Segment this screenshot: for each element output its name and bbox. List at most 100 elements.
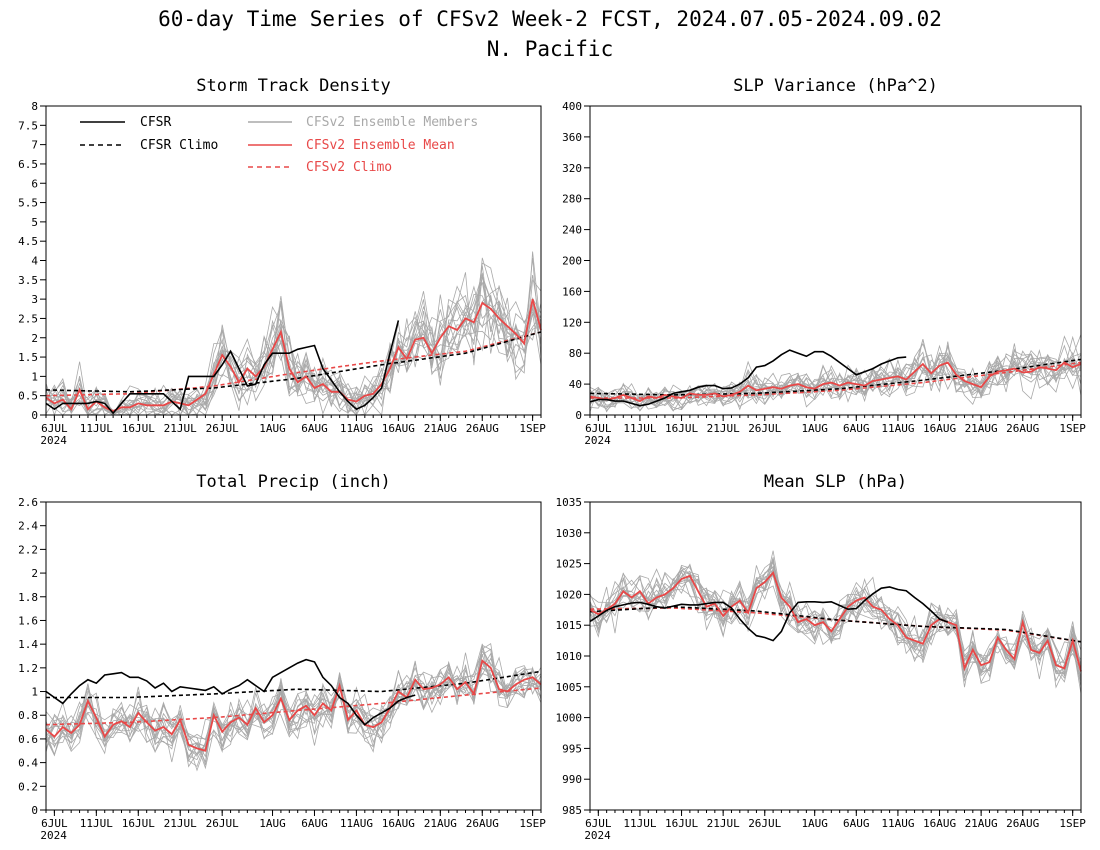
y-tick-label: 0 [31, 409, 38, 422]
y-tick-label: 360 [562, 131, 582, 144]
y-tick-label: 80 [569, 347, 582, 360]
x-tick-label: 1SEP [519, 817, 546, 830]
y-tick-label: 2.6 [18, 496, 38, 509]
x-tick-label: 11JUL [80, 422, 113, 435]
x-tick-label: 1AUG [259, 817, 286, 830]
x-tick-label: 16AUG [923, 817, 956, 830]
x-tick-label: 11AUG [881, 817, 914, 830]
y-tick-label: 0 [575, 409, 582, 422]
cfsr-line [45, 320, 400, 415]
cfsv2-climo-line [590, 361, 1082, 399]
y-tick-label: 3.5 [18, 274, 38, 287]
x-tick-label: 1SEP [1059, 422, 1086, 435]
x-tick-label: 21JUL [164, 817, 197, 830]
x-tick-label: 11AUG [881, 422, 914, 435]
plot-frame [589, 501, 1082, 811]
cfsr-climo-line [590, 358, 1082, 396]
y-tick-label: 1005 [556, 681, 583, 694]
legend-members-label: CFSv2 Ensemble Members [306, 115, 478, 130]
y-tick-label: 7.5 [18, 119, 38, 132]
ensemble-member-line [45, 257, 542, 416]
y-tick-label: 120 [562, 316, 582, 329]
y-tick-label: 200 [562, 255, 582, 268]
figure-subtitle: N. Pacific [487, 37, 613, 61]
ensemble-member-line [45, 279, 542, 416]
x-year-label: 2024 [40, 434, 67, 447]
y-tick-label: 320 [562, 162, 582, 175]
x-tick-label: 1AUG [801, 817, 828, 830]
y-tick-label: 7 [31, 139, 38, 152]
ensemble-mean-line [589, 361, 1082, 403]
ensemble-mean-line [45, 298, 542, 413]
ensemble-member-line [45, 652, 542, 768]
ensemble-member-line [45, 294, 542, 416]
x-tick-label: 16AUG [923, 422, 956, 435]
x-tick-label: 16AUG [382, 422, 415, 435]
ensemble-member-line [45, 654, 542, 756]
x-tick-label: 21AUG [424, 817, 457, 830]
y-tick-label: 3 [31, 293, 38, 306]
y-tick-label: 0.6 [18, 733, 38, 746]
y-tick-label: 240 [562, 224, 582, 237]
x-tick-label: 6JUL [585, 817, 612, 830]
y-tick-label: 2.5 [18, 312, 38, 325]
x-tick-label: 26JUL [206, 422, 239, 435]
x-tick-label: 16JUL [665, 422, 698, 435]
x-year-label: 2024 [40, 829, 67, 842]
y-tick-label: 5.5 [18, 197, 38, 210]
ensemble-member-line [589, 567, 1082, 684]
x-tick-label: 6AUG [843, 422, 870, 435]
y-tick-label: 280 [562, 193, 582, 206]
x-tick-label: 26JUL [748, 422, 781, 435]
ensemble-member-line [45, 257, 542, 417]
legend-mean-label: CFSv2 Ensemble Mean [306, 138, 455, 153]
y-tick-label: 990 [562, 773, 582, 786]
y-tick-label: 1 [31, 370, 38, 383]
y-tick-label: 160 [562, 285, 582, 298]
cfsv2-climo-line [45, 687, 542, 726]
x-tick-label: 21AUG [965, 422, 998, 435]
y-tick-label: 0.2 [18, 780, 38, 793]
y-tick-label: 4 [31, 255, 38, 268]
x-tick-label: 21JUL [164, 422, 197, 435]
y-tick-label: 8 [31, 100, 38, 113]
x-tick-label: 26AUG [466, 422, 499, 435]
x-year-label: 2024 [584, 829, 611, 842]
legend-cfsr-label: CFSR [140, 115, 171, 130]
ensemble-member-line [45, 276, 542, 416]
legend-cfsv2-climo-label: CFSv2 Climo [306, 160, 392, 175]
ensemble-member-line [45, 647, 542, 757]
ensemble-member-line [589, 339, 1082, 408]
ensemble-member-line [45, 644, 542, 757]
ensemble-mean-line [45, 659, 542, 752]
panel-mean-slp: Mean SLP (hPa) 985 990 995 1000 1005 1010 1015 1… [556, 472, 1087, 842]
cfsr-line [589, 349, 907, 407]
x-tick-label: 16JUL [665, 817, 698, 830]
ensemble-member-line [589, 345, 1082, 409]
x-year-label: 2024 [584, 434, 611, 447]
y-tick-label: 0.4 [18, 757, 38, 770]
x-tick-label: 16AUG [382, 817, 415, 830]
panel-title: SLP Variance (hPa^2) [733, 76, 938, 96]
ensemble-member-line [45, 285, 542, 416]
panel-title: Mean SLP (hPa) [764, 472, 907, 492]
y-tick-label: 985 [562, 804, 582, 817]
ensemble-mean-line [589, 571, 1082, 672]
x-tick-label: 6JUL [41, 817, 68, 830]
y-tick-label: 1.2 [18, 662, 38, 675]
y-tick-label: 0 [31, 804, 38, 817]
x-tick-label: 1SEP [519, 422, 546, 435]
plot-frame [589, 105, 1082, 416]
cfsr-climo-line [45, 331, 542, 393]
y-tick-label: 2 [31, 332, 38, 345]
x-tick-label: 1AUG [259, 422, 286, 435]
x-tick-label: 21AUG [424, 422, 457, 435]
y-tick-label: 400 [562, 100, 582, 113]
x-tick-label: 1AUG [801, 422, 828, 435]
cfsr-line [45, 658, 416, 726]
x-tick-label: 21JUL [707, 422, 740, 435]
y-tick-label: 6.5 [18, 158, 38, 171]
x-tick-label: 26JUL [206, 817, 239, 830]
y-tick-label: 2.4 [18, 520, 38, 533]
